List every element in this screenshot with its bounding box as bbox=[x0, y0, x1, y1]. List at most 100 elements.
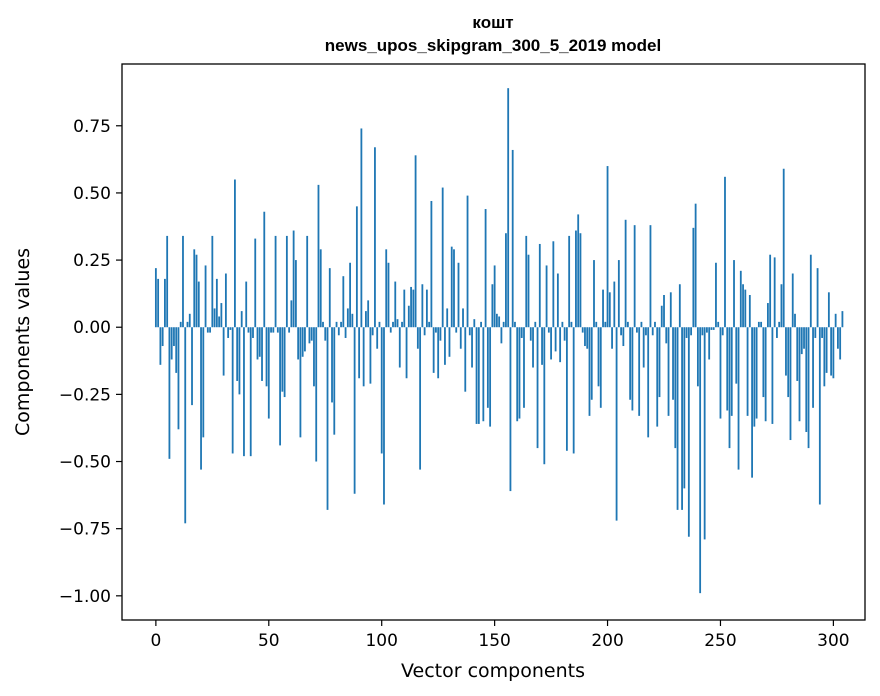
bar-component-133 bbox=[455, 327, 458, 333]
bar-component-282 bbox=[791, 273, 794, 328]
bar-component-239 bbox=[694, 203, 697, 328]
x-tick-label: 0 bbox=[150, 631, 161, 651]
bar-component-129 bbox=[446, 308, 449, 328]
bar-component-268 bbox=[760, 321, 763, 328]
bar-component-257 bbox=[735, 327, 738, 384]
bar-component-124 bbox=[435, 327, 437, 333]
bar-component-18 bbox=[195, 254, 198, 328]
bar-component-5 bbox=[166, 235, 169, 328]
bar-component-98 bbox=[376, 327, 379, 349]
bar-component-269 bbox=[762, 327, 765, 398]
bar-component-128 bbox=[444, 327, 446, 365]
bar-component-24 bbox=[209, 327, 211, 333]
bar-component-254 bbox=[728, 327, 731, 449]
bar-component-35 bbox=[234, 179, 236, 328]
bar-component-131 bbox=[450, 246, 453, 328]
bar-component-82 bbox=[340, 321, 342, 328]
bar-component-36 bbox=[236, 327, 239, 381]
bar-component-132 bbox=[453, 249, 455, 328]
bar-component-20 bbox=[200, 327, 202, 470]
bar-component-85 bbox=[346, 308, 349, 328]
bar-component-182 bbox=[565, 327, 568, 451]
bar-component-2 bbox=[159, 327, 162, 365]
bar-component-191 bbox=[586, 327, 589, 349]
x-tick-label: 200 bbox=[591, 631, 623, 651]
bar-component-102 bbox=[385, 249, 388, 328]
bar-component-232 bbox=[678, 284, 681, 328]
bar-component-1 bbox=[157, 278, 160, 328]
bar-component-292 bbox=[814, 327, 817, 338]
bar-component-52 bbox=[272, 327, 275, 333]
plot-frame bbox=[121, 63, 866, 621]
bar-component-140 bbox=[471, 327, 473, 368]
bar-component-277 bbox=[780, 284, 783, 328]
bar-component-17 bbox=[193, 249, 196, 328]
bar-component-248 bbox=[715, 262, 717, 328]
bar-component-173 bbox=[545, 265, 548, 328]
bar-component-34 bbox=[231, 327, 234, 454]
bar-component-276 bbox=[778, 321, 781, 328]
y-axis-label: Components values bbox=[12, 248, 34, 436]
bar-component-189 bbox=[581, 327, 584, 333]
bar-component-279 bbox=[785, 327, 787, 376]
bar-component-246 bbox=[710, 327, 713, 330]
bar-component-122 bbox=[430, 200, 433, 328]
bar-component-240 bbox=[696, 327, 699, 387]
y-tick-label: −0.25 bbox=[59, 385, 111, 405]
bar-component-153 bbox=[500, 327, 503, 344]
bar-component-231 bbox=[676, 327, 679, 510]
x-tick-label: 100 bbox=[365, 631, 397, 651]
bar-component-255 bbox=[730, 327, 733, 416]
bar-component-186 bbox=[575, 230, 577, 328]
bar-component-178 bbox=[556, 273, 559, 328]
bar-component-53 bbox=[274, 235, 277, 328]
bar-component-180 bbox=[561, 321, 564, 328]
bar-component-273 bbox=[771, 327, 774, 424]
bar-component-247 bbox=[712, 327, 715, 330]
y-tick-label: −0.75 bbox=[59, 520, 111, 540]
bar-component-23 bbox=[206, 327, 209, 333]
bar-component-211 bbox=[631, 327, 634, 411]
bar-component-275 bbox=[776, 327, 778, 338]
bar-component-86 bbox=[349, 262, 351, 328]
bar-component-14 bbox=[186, 321, 189, 328]
bar-component-291 bbox=[812, 327, 814, 408]
bar-component-80 bbox=[335, 321, 338, 328]
bar-component-119 bbox=[423, 327, 426, 336]
bar-component-187 bbox=[577, 214, 580, 328]
x-tick-label: 250 bbox=[704, 631, 736, 651]
bar-component-75 bbox=[324, 327, 327, 341]
bar-component-222 bbox=[656, 327, 659, 427]
bar-component-221 bbox=[654, 321, 656, 328]
bar-component-152 bbox=[498, 316, 501, 328]
bar-component-233 bbox=[681, 327, 683, 510]
bar-component-244 bbox=[706, 327, 708, 333]
bar-component-55 bbox=[279, 327, 281, 446]
bar-component-260 bbox=[742, 284, 744, 328]
bar-component-77 bbox=[328, 268, 331, 328]
bar-component-65 bbox=[301, 327, 304, 357]
bar-component-144 bbox=[480, 321, 482, 328]
bar-component-286 bbox=[800, 327, 803, 355]
bar-component-3 bbox=[161, 327, 164, 347]
bar-component-230 bbox=[674, 327, 677, 449]
bar-component-299 bbox=[830, 327, 833, 376]
bar-component-271 bbox=[766, 303, 769, 328]
bar-component-63 bbox=[297, 327, 300, 360]
bar-component-0 bbox=[154, 268, 157, 328]
bar-component-31 bbox=[224, 273, 227, 328]
bar-component-46 bbox=[258, 327, 261, 357]
bar-component-116 bbox=[416, 327, 419, 349]
bar-component-156 bbox=[507, 88, 510, 328]
bar-component-267 bbox=[757, 321, 760, 328]
bar-component-199 bbox=[604, 321, 607, 328]
bar-component-40 bbox=[245, 281, 248, 328]
bar-component-147 bbox=[486, 327, 489, 408]
bar-component-101 bbox=[383, 327, 385, 505]
bar-component-205 bbox=[617, 260, 620, 328]
bar-component-32 bbox=[227, 327, 230, 338]
bar-component-287 bbox=[803, 327, 805, 349]
bar-component-198 bbox=[602, 289, 604, 328]
